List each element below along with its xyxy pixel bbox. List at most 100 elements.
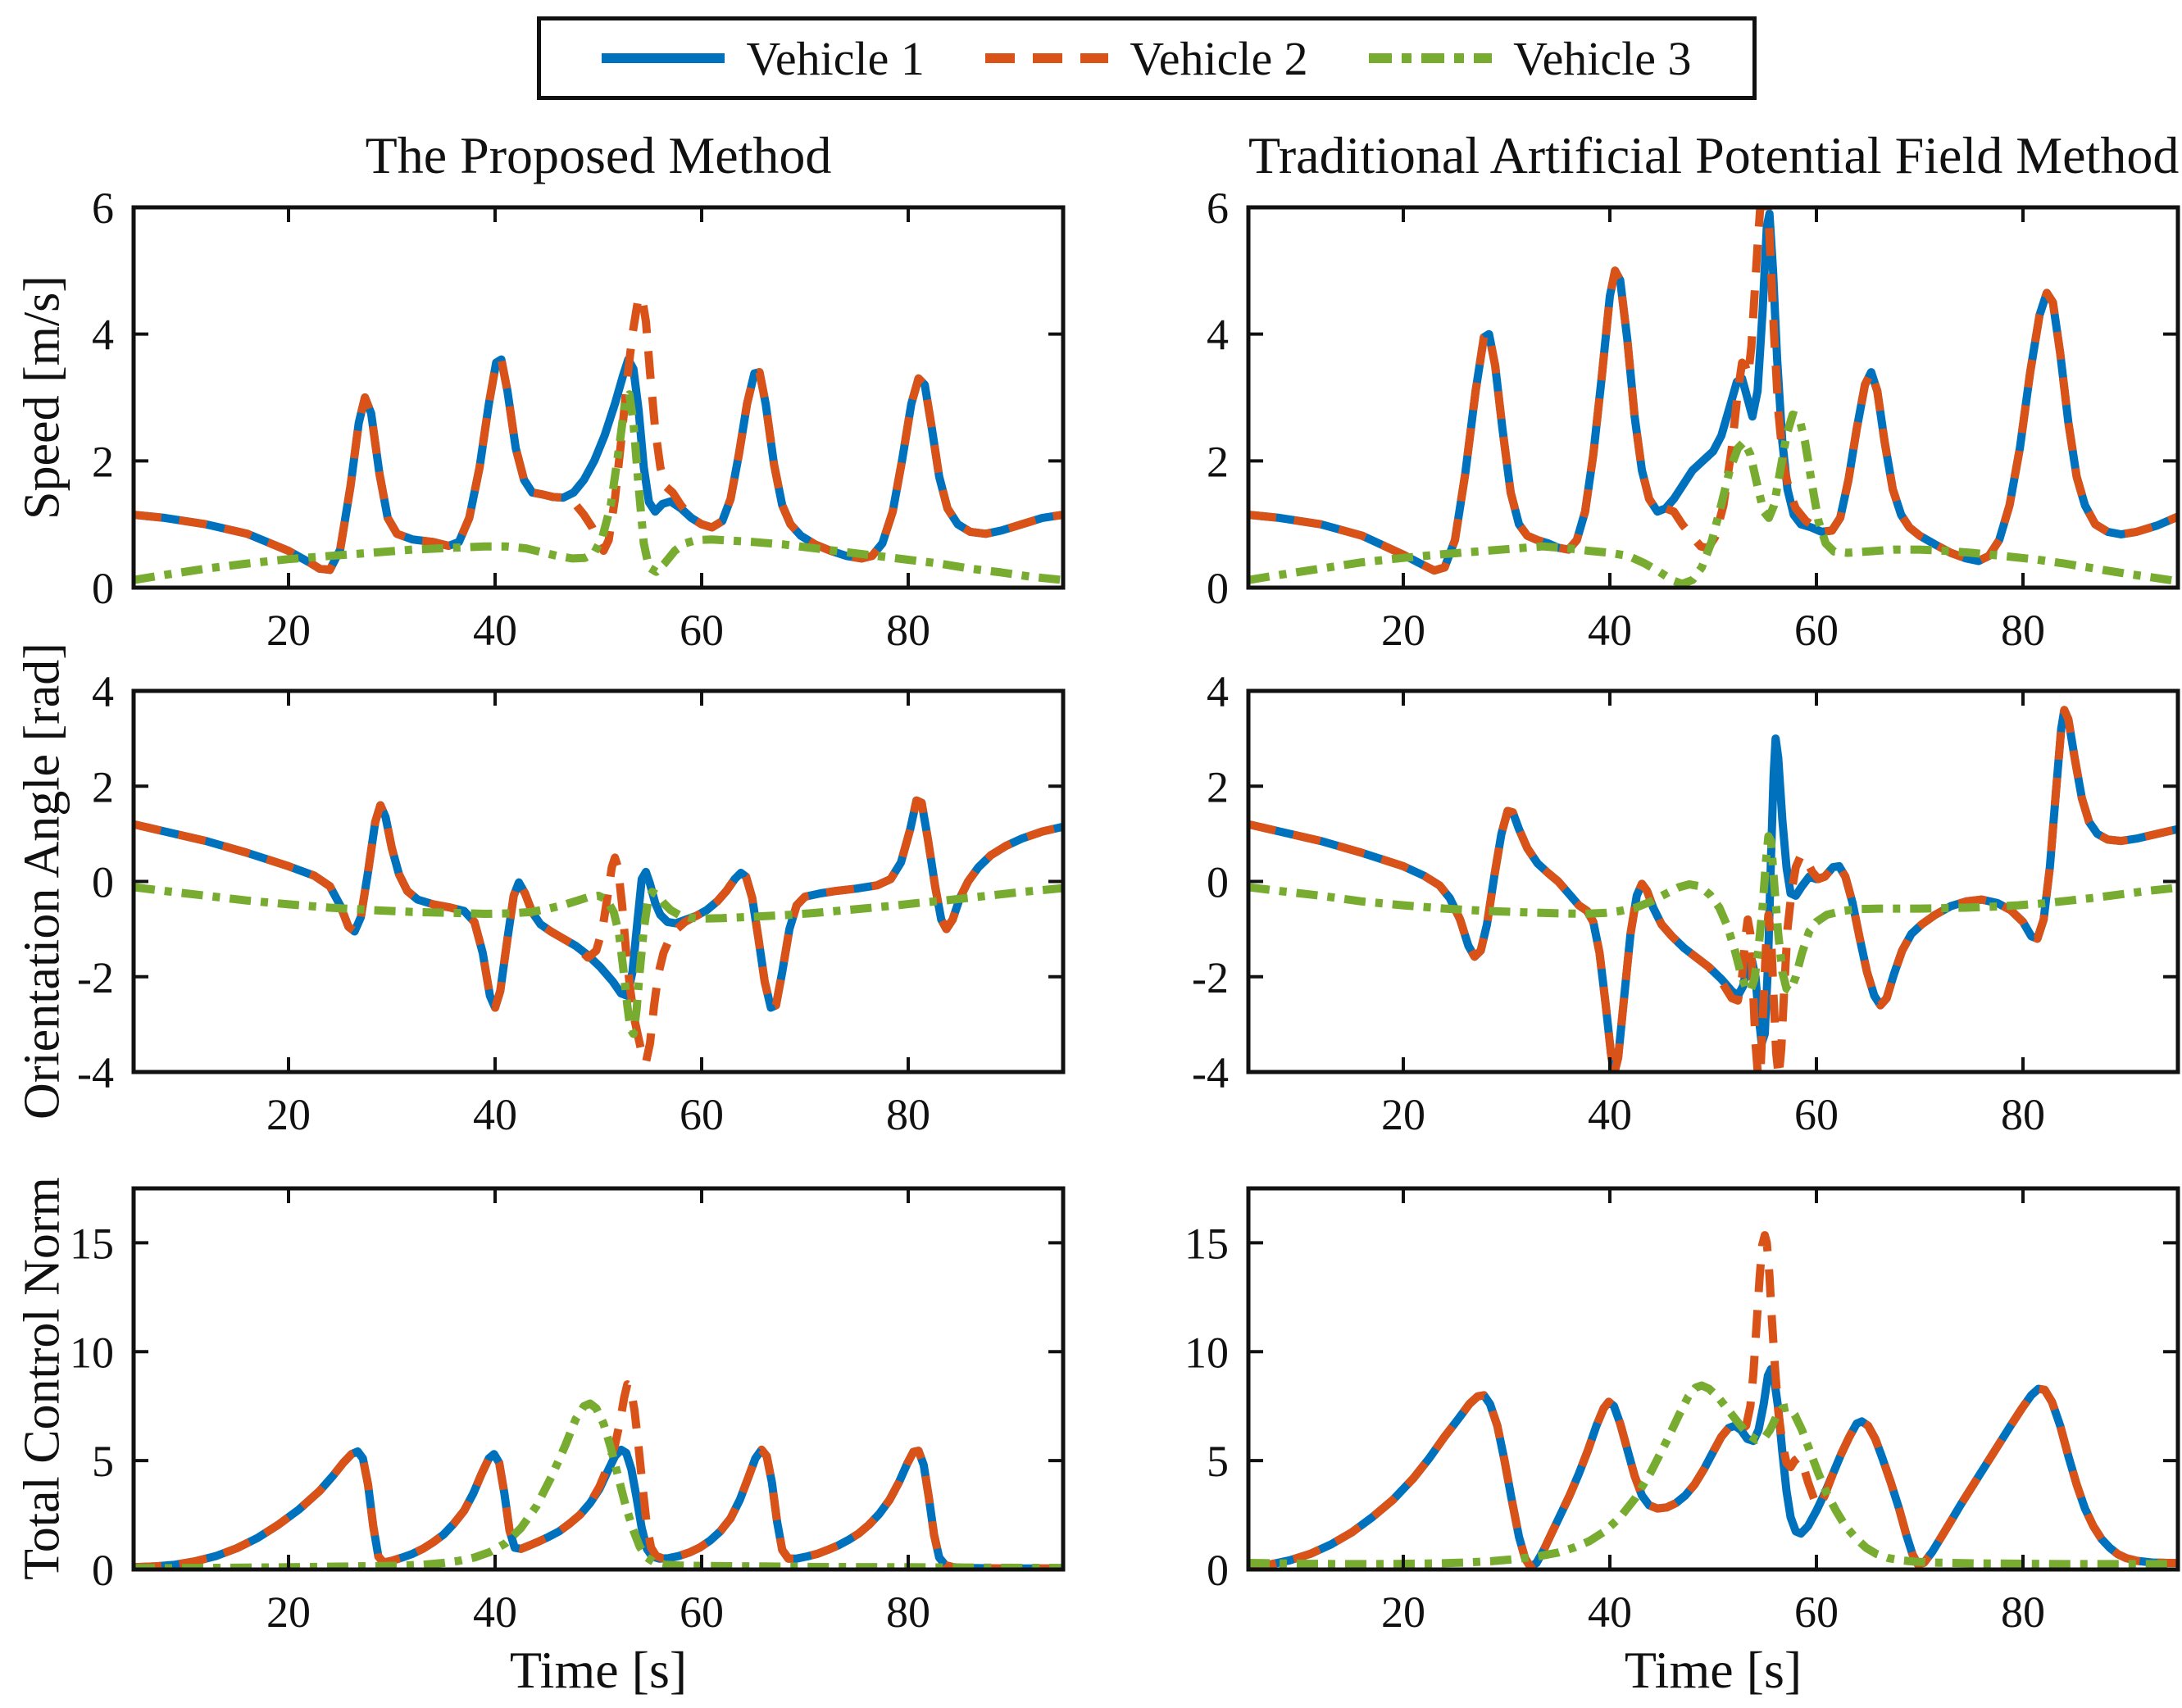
y-tick-label: 2: [92, 762, 114, 811]
x-axis-label-time-left: Time [s]: [509, 1641, 688, 1699]
title-proposed-method: The Proposed Method: [365, 126, 832, 184]
y-tick-label: 6: [1207, 184, 1229, 233]
y-tick-label: 5: [92, 1437, 114, 1486]
legend-label-vehicle-3: Vehicle 3: [1513, 31, 1692, 85]
tick-marks: [1248, 689, 2178, 1074]
title-traditional-method: Traditional Artificial Potential Field M…: [1248, 126, 2180, 184]
plot-speed-traditional: 20 40 60 80 0 2 4 6: [1207, 184, 2180, 655]
tick-marks: [1248, 1188, 2178, 1571]
series-group: [134, 796, 1063, 1067]
series-line-vehicle-3: [1248, 1381, 2178, 1569]
vehicle-3-line-sample: [1369, 53, 1493, 63]
axes-box: [131, 1186, 1066, 1572]
y-tick-label: 2: [1207, 762, 1229, 811]
plot-orientation-proposed: 20 40 60 80 -4 -2 0 2 4: [77, 667, 1066, 1139]
y-tick-label: 0: [92, 564, 114, 613]
plot-speed-proposed: 20 40 60 80 0 2 4 6: [92, 184, 1066, 655]
axes-box: [1246, 205, 2180, 590]
tick-marks: [1248, 206, 2178, 589]
y-tick-label: 0: [1207, 858, 1229, 907]
y-tick-label: -4: [1192, 1048, 1229, 1097]
x-tick-label: 60: [680, 1090, 724, 1139]
series-line-vehicle-1: [1248, 1365, 2178, 1569]
legend-label-vehicle-1: Vehicle 1: [746, 31, 925, 85]
legend-item-vehicle-1: Vehicle 1: [602, 31, 925, 86]
y-tick-label: 0: [92, 858, 114, 907]
tick-marks: [134, 689, 1063, 1074]
x-tick-label: 60: [1794, 606, 1839, 655]
axes-box: [1246, 688, 2180, 1074]
y-tick-label: 2: [92, 437, 114, 486]
x-tick-label: 60: [680, 606, 724, 655]
plot-control-proposed: 20 40 60 80 0 5 10 15: [70, 1186, 1066, 1637]
y-tick-label: 15: [1184, 1219, 1229, 1268]
y-tick-label: 0: [92, 1546, 114, 1595]
x-tick-label: 20: [266, 1090, 311, 1139]
tick-labels: 20 40 60 80 -4 -2 0 2 4: [1192, 667, 2045, 1139]
tick-labels: 20 40 60 80 0 2 4 6: [1207, 184, 2045, 655]
series-line-vehicle-3: [1248, 410, 2178, 588]
series-group: [1248, 1231, 2178, 1569]
tick-labels: 20 40 60 80 0 5 10 15: [70, 1219, 930, 1637]
y-tick-label: -4: [77, 1048, 114, 1097]
x-tick-label: 20: [1381, 1588, 1425, 1637]
x-tick-label: 20: [1381, 606, 1425, 655]
series-line-vehicle-2: [1248, 207, 2178, 575]
y-tick-label: -2: [1192, 953, 1229, 1002]
legend-item-vehicle-2: Vehicle 2: [985, 31, 1308, 86]
vehicle-1-line-sample: [602, 53, 725, 63]
y-tick-label: 10: [1184, 1328, 1229, 1377]
series-group: [134, 1380, 1063, 1569]
series-group: [134, 292, 1063, 584]
legend: Vehicle 1 Vehicle 2 Vehicle 3: [537, 16, 1757, 100]
series-line-vehicle-3: [134, 1399, 1063, 1569]
x-tick-label: 80: [886, 606, 930, 655]
legend-label-vehicle-2: Vehicle 2: [1130, 31, 1308, 85]
series-line-vehicle-2: [134, 1380, 1063, 1569]
y-tick-label: 2: [1207, 437, 1229, 486]
axes-box: [131, 688, 1066, 1074]
axes-box: [1246, 1186, 2180, 1572]
series-line-vehicle-3: [134, 390, 1063, 584]
vehicle-2-line-sample: [985, 53, 1109, 63]
tick-labels: 20 40 60 80 0 2 4 6: [92, 184, 930, 655]
y-tick-label: 4: [1207, 667, 1229, 716]
series-group: [1248, 706, 2178, 1072]
y-tick-label: 15: [70, 1219, 114, 1268]
x-tick-label: 40: [1588, 1588, 1632, 1637]
y-tick-label: 5: [1207, 1437, 1229, 1486]
legend-item-vehicle-3: Vehicle 3: [1369, 31, 1692, 86]
x-tick-label: 80: [2001, 606, 2045, 655]
y-tick-label: 0: [1207, 564, 1229, 613]
plot-orientation-traditional: 20 40 60 80 -4 -2 0 2 4: [1192, 667, 2180, 1139]
x-tick-label: 40: [473, 1090, 517, 1139]
x-tick-label: 20: [266, 1588, 311, 1637]
x-tick-label: 40: [1588, 606, 1632, 655]
y-tick-label: 4: [1207, 311, 1229, 360]
x-tick-label: 40: [473, 606, 517, 655]
x-tick-label: 40: [473, 1588, 517, 1637]
y-tick-label: 6: [92, 184, 114, 233]
series-line-vehicle-2: [134, 796, 1063, 1067]
x-tick-label: 20: [266, 606, 311, 655]
x-tick-label: 40: [1588, 1090, 1632, 1139]
series-line-vehicle-1: [1248, 209, 2178, 575]
series-line-vehicle-2: [1248, 706, 2178, 1072]
axes-box: [131, 205, 1066, 590]
series-line-vehicle-3: [134, 883, 1063, 1038]
series-line-vehicle-2: [134, 292, 1063, 575]
y-tick-label: 0: [1207, 1546, 1229, 1595]
series-group: [1248, 207, 2178, 588]
plot-control-traditional: 20 40 60 80 0 5 10 15: [1184, 1186, 2180, 1637]
y-tick-label: 4: [92, 311, 114, 360]
y-axis-label-orientation-angle: Orientation Angle [rad]: [14, 643, 70, 1120]
series-line-vehicle-2: [1248, 1231, 2178, 1569]
series-line-vehicle-1: [134, 1445, 1063, 1569]
x-tick-label: 80: [886, 1588, 930, 1637]
y-tick-label: 4: [92, 667, 114, 716]
x-tick-label: 80: [2001, 1588, 2045, 1637]
y-axis-label-speed: Speed [m/s]: [14, 275, 70, 520]
y-axis-label-total-control-norm: Total Control Norm: [14, 1177, 70, 1580]
x-tick-label: 60: [680, 1588, 724, 1637]
